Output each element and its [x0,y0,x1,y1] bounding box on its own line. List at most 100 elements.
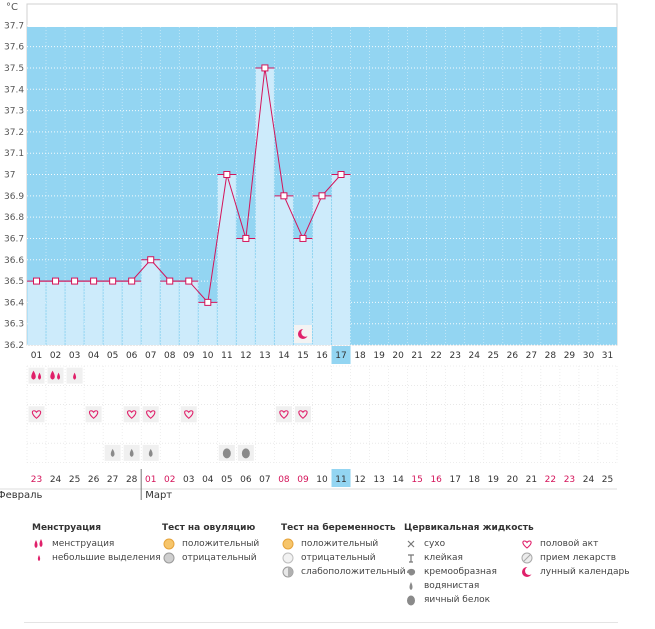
cycle-day-label: 02 [50,351,61,361]
calendar-date-label: 09 [297,475,309,485]
temperature-point [147,256,155,264]
temperature-point [299,234,307,242]
legend-item-pregnancy-weak: слабоположительный [281,565,406,579]
legend-item-pregnancy-positive: положительный [281,537,406,551]
y-tick-label: 37.6 [4,43,24,53]
cycle-day-label: 05 [107,351,118,361]
cycle-day-label: 04 [88,351,100,361]
y-tick-label: 36.3 [4,320,24,330]
temperature-point [71,277,79,285]
calendar-date-label: 15 [411,475,422,485]
legend-item-watery: водянистая [404,579,534,593]
gray-drop-icon [404,580,418,592]
legend-menstruation: Менструация менструация небольшие выделе… [32,523,161,565]
temperature-bar [27,281,46,345]
legend-label: клейкая [424,553,463,563]
legend-label: лунный календарь [540,567,630,577]
legend-label: слабоположительный [301,567,406,577]
cycle-day-label: 24 [469,351,481,361]
temperature-bar [198,302,217,345]
cycle-day-label: 17 [335,351,346,361]
legend-item-ovulation-negative: отрицательный [162,551,259,565]
egg-icon [222,448,231,459]
cycle-day-label: 19 [373,351,385,361]
cycle-day-label: 22 [430,351,441,361]
calendar-date-label: 11 [335,475,346,485]
temperature-bar [236,238,255,345]
temperature-bar [46,281,65,345]
heart-icon [88,410,99,419]
cycle-day-label: 10 [202,351,214,361]
legend-item-sticky: клейкая [404,551,534,565]
legend-menstruation-title: Менструация [32,523,101,533]
temperature-bar [255,67,274,345]
cycle-day-label: 06 [126,351,138,361]
cycle-day-label: 08 [164,351,176,361]
legend-label: половой акт [540,539,599,549]
cycle-day-label: 20 [392,351,404,361]
calendar-date-label: 05 [221,475,232,485]
bbt-chart: °C 37.7 37.6 37.5 37.4 37.3 37.2 37.1 37 36.9 36.8… [0,2,618,501]
calendar-date-label: 18 [469,475,481,485]
temperature-bar [122,281,141,345]
negative-test-icon [281,552,295,564]
legend-item-ovulation-positive: положительный [162,537,259,551]
calendar-date-label: 10 [316,475,328,485]
temperature-point [204,298,212,306]
cycle-day-label: 27 [526,351,537,361]
y-tick-label: 36.9 [4,192,24,202]
legend-cervical: Цервикальная жидкость сухо клейкая кремо… [404,523,534,607]
calendar-date-label: 14 [392,475,404,485]
calendar-date-label: 01 [145,475,156,485]
calendar-date-label: 23 [31,475,42,485]
temperature-bar [84,281,103,345]
calendar-date-label: 25 [602,475,613,485]
legend-item-dry: сухо [404,537,534,551]
legend-label: яичный белок [424,595,491,605]
positive-test-icon [281,538,295,550]
legend-label: положительный [301,539,379,549]
legend-item-menstruation: менструация [32,537,161,551]
intercourse-cell [28,406,45,423]
temperature-bar [103,281,122,345]
menstruation-cell [28,367,45,384]
legend-cervical-title: Цервикальная жидкость [404,523,534,533]
legend-label: положительный [182,539,260,549]
small-drop-icon [32,552,46,564]
heart-icon [146,410,156,419]
legend-other: половой акт прием лекарств лунный календ… [520,537,630,579]
temperature-point [318,192,326,200]
cycle-day-label: 01 [31,351,42,361]
double-drop-icon-small [57,372,61,380]
legend-ovulation-title: Тест на овуляцию [162,523,256,533]
temperature-point [109,277,117,285]
heart-icon [298,410,308,419]
cross-icon [404,538,418,550]
y-tick-label: 36.6 [4,256,24,266]
y-tick-label: 37.5 [4,64,24,74]
temperature-point [52,277,60,285]
legend-item-creamy: кремообразная [404,565,534,579]
temperature-point [90,277,98,285]
legend-label: сухо [424,539,446,549]
small-drop-icon [73,372,77,380]
intercourse-cell [123,406,140,423]
legend-label: водянистая [424,581,480,591]
temperature-bar [160,281,179,345]
menstruation-cell [47,367,64,384]
unit-label: °C [6,2,18,13]
legend-label: кремообразная [424,567,497,577]
intercourse-cell [180,406,197,423]
legend-item-spotting: небольшие выделения [32,551,161,565]
weak-positive-test-icon [281,566,295,578]
temperature-point [33,277,41,285]
cycle-day-label: 18 [354,351,366,361]
cycle-day-label: 16 [316,351,328,361]
y-tick-label: 37.4 [4,85,24,95]
intercourse-cell [142,406,159,423]
cycle-day-label: 14 [278,351,290,361]
calendar-date-label: 24 [50,475,62,485]
cycle-day-label: 07 [145,351,156,361]
calendar-date-label: 07 [259,475,270,485]
pill-icon [520,552,534,564]
